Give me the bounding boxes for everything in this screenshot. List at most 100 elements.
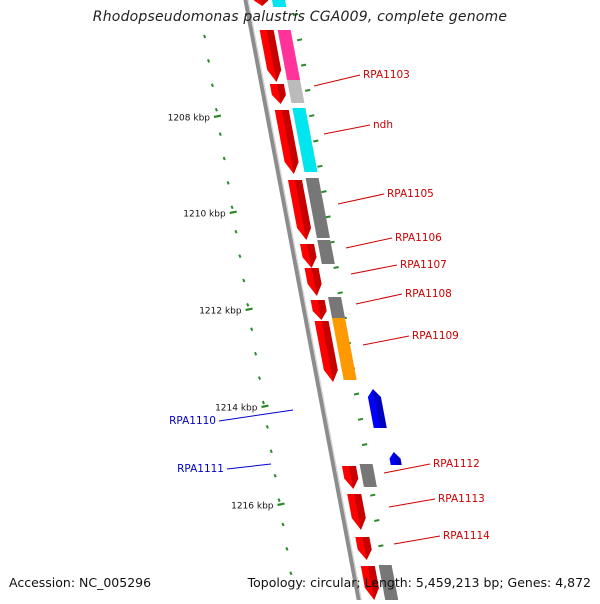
gene-label: RPA1111 [177,463,224,475]
gene-label-leader [345,237,393,249]
forward-gene-arrow [269,84,286,104]
inner-tick [203,34,207,39]
major-tick [245,307,253,312]
forward-gene-arrow-shade [367,566,379,600]
outer-tick [333,266,339,269]
outer-tick [353,392,360,396]
gene-label: RPA1110 [169,415,216,427]
cog-band [277,30,301,80]
gene-label: ndh [373,119,393,131]
forward-gene-arrow [355,537,372,560]
scale-label: 1214 kbp [215,404,258,414]
gene-label-leader [388,498,436,508]
cog-band [287,80,305,103]
blue-gene-arrow-shade [393,452,402,465]
outer-tick [305,88,311,92]
forward-gene-arrow [347,494,366,530]
outer-tick [325,215,331,219]
forward-gene-arrow [310,300,327,320]
outer-tick [300,63,307,67]
cog-band [292,108,318,172]
major-tick [261,404,269,409]
inner-tick [265,425,269,429]
cog-band [317,240,335,264]
gene-label: RPA1108 [405,288,452,300]
blue-gene-arrow [389,452,402,465]
forward-gene-arrow [287,180,312,240]
forward-gene-arrow-shade [266,30,282,82]
outer-tick [374,519,380,522]
scale-label: 1216 kbp [231,502,274,512]
inner-tick [234,229,238,234]
outer-tick [321,190,327,194]
inner-tick [254,351,258,356]
cog-band [359,464,377,487]
cog-band [378,565,399,600]
inner-tick [261,400,265,405]
forward-gene-arrow [314,321,338,382]
gene-label-leader [383,463,431,474]
forward-gene-arrow-shade [362,537,372,560]
gene-label: RPA1103 [363,69,410,81]
inner-tick [226,181,230,185]
backbone-highlight [247,0,363,604]
gene-label-leader [337,193,385,205]
forward-gene-arrow [304,268,322,296]
inner-tick [273,473,277,478]
cog-band [328,297,346,318]
map-title: Rhodopseudomonas palustris CGA009, compl… [92,9,508,25]
forward-gene-arrow-shade [261,0,269,6]
outer-tick [361,443,368,447]
outer-tick [292,13,299,16]
inner-tick [238,254,242,258]
inner-tick [242,278,246,283]
scale-label: 1210 kbp [183,210,226,220]
cog-band [305,178,330,238]
blue-gene-arrow [367,389,387,428]
forward-gene-arrow [259,30,282,82]
inner-tick [289,571,293,576]
forward-gene-arrow [274,110,299,174]
inner-tick [214,107,218,112]
forward-gene-arrow-shade [307,244,317,268]
forward-gene-arrow-shade [276,84,286,104]
major-tick [213,114,222,119]
gene-label: RPA1107 [400,259,447,271]
cog-tracks [272,0,399,600]
blue-gene-arrow-shade [372,389,387,428]
inner-tick [277,498,281,502]
cog-band [272,0,287,7]
inner-tick [206,59,211,63]
inner-tick [230,205,234,210]
scale-labels: 1208 kbp 1210 kbp 1212 kbp 1214 kbp 1216 kbp [168,114,274,512]
forward-gene-arrow-shade [348,466,359,489]
forward-gene-arrow-shade [281,110,299,174]
gene-labels: RPA1103 ndh RPA1105 RPA1106 RPA1107 RPA1108 RP… [169,69,490,545]
gene-label: RPA1105 [387,188,434,200]
inner-tick [250,327,254,332]
forward-gene-arrow [341,466,359,489]
gene-label: RPA1113 [438,493,485,505]
forward-gene-arrow [360,566,379,600]
gene-label-leader [350,264,398,275]
inner-tick [285,547,289,551]
outer-tick [309,114,315,118]
major-tick [229,210,237,215]
gene-label-leader [226,463,272,470]
inner-tick [269,449,273,454]
backbone [243,0,363,604]
inner-tick [222,156,226,161]
cog-band [332,318,357,380]
backbone-line [243,0,363,604]
outer-tick [317,164,323,168]
inner-tick [210,83,214,88]
scale-label: 1208 kbp [168,114,211,124]
gene-label: RPA1106 [395,232,442,244]
inner-tick [246,303,250,307]
gene-label-leader [218,409,294,422]
accession-text: Accession: NC_005296 [9,575,152,590]
gene-label-leader [313,74,361,87]
forward-gene-arrow-shade [321,321,338,382]
